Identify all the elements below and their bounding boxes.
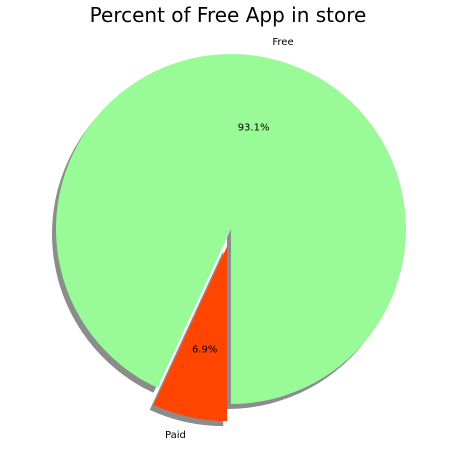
pie-slice-layer: [55, 53, 406, 422]
pie-slice-free: [55, 53, 406, 404]
slice-label-paid: Paid: [165, 430, 186, 441]
slice-percent-paid: 6.9%: [192, 345, 217, 356]
slice-label-free: Free: [272, 37, 293, 48]
slice-percent-free: 93.1%: [238, 122, 270, 133]
chart-title: Percent of Free App in store: [90, 3, 367, 27]
pie-slice-paid: [153, 246, 228, 422]
pie-label-layer: Free 93.1% Paid 6.9%: [165, 37, 294, 441]
